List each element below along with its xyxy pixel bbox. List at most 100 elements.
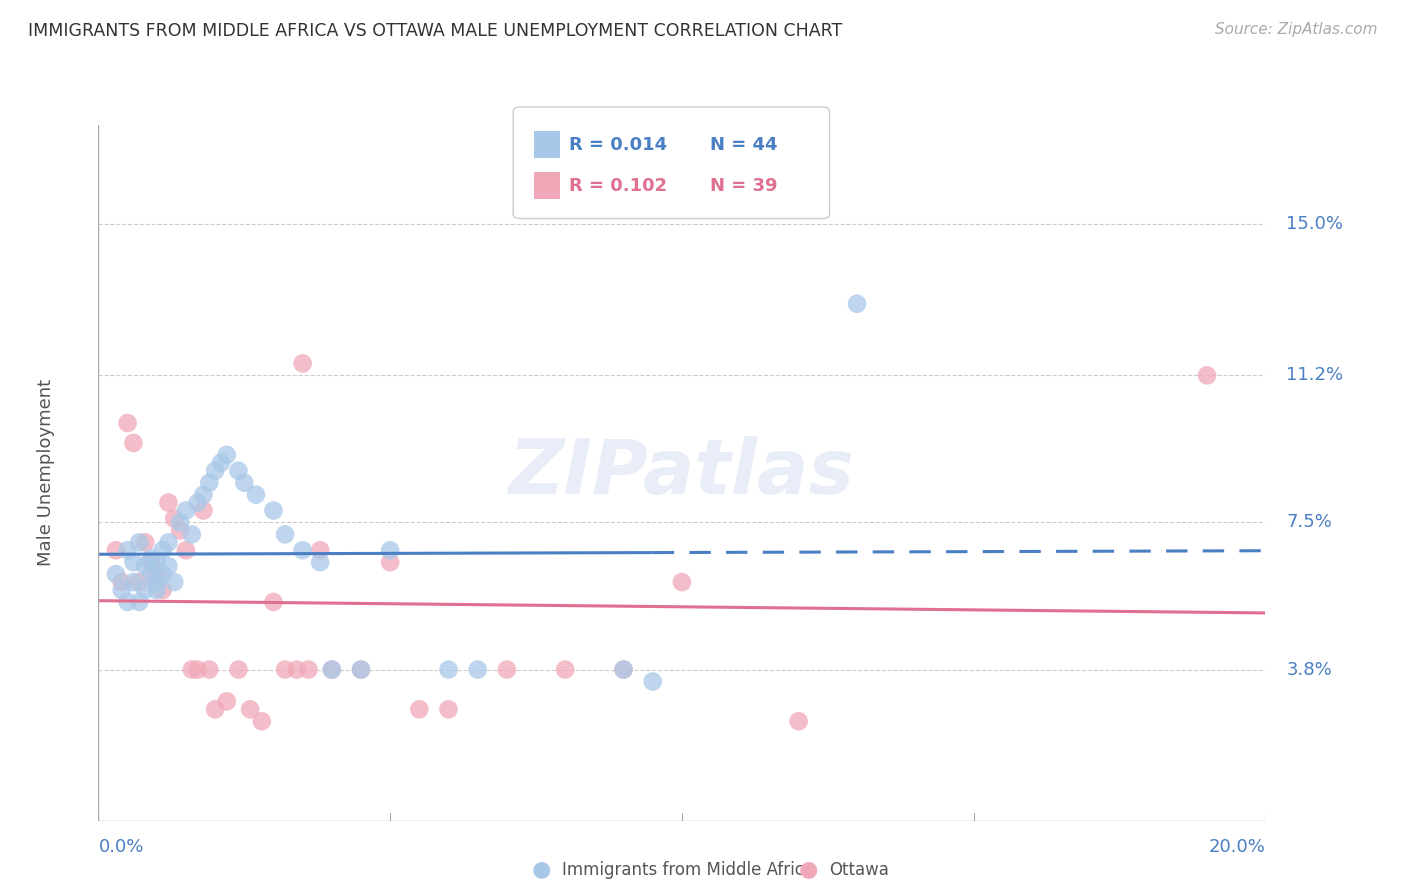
Point (163, 575, 186, 590)
Point (467, 663, 489, 677)
Point (274, 663, 297, 677)
Point (437, 702, 460, 716)
Text: N = 44: N = 44 (710, 136, 778, 153)
Point (285, 663, 308, 677)
Point (193, 488, 215, 502)
Point (291, 543, 314, 558)
Text: R = 0.014: R = 0.014 (569, 136, 668, 153)
Text: Source: ZipAtlas.com: Source: ZipAtlas.com (1215, 22, 1378, 37)
Point (152, 582, 174, 597)
Point (671, 575, 693, 590)
Point (134, 559, 156, 574)
Point (297, 663, 319, 677)
Point (321, 663, 343, 677)
Point (111, 582, 134, 597)
Point (612, 663, 634, 677)
Point (122, 555, 145, 569)
Text: Immigrants from Middle Africa: Immigrants from Middle Africa (562, 861, 814, 879)
Point (250, 714, 273, 729)
Point (495, 663, 517, 677)
Point (291, 356, 314, 370)
Point (146, 575, 169, 590)
Point (350, 663, 373, 677)
Text: ●: ● (531, 860, 551, 880)
Point (408, 702, 430, 716)
Point (174, 503, 197, 517)
Point (309, 543, 332, 558)
Point (157, 559, 180, 574)
Point (262, 503, 284, 517)
Point (198, 663, 221, 677)
Point (152, 567, 174, 582)
Text: 3.8%: 3.8% (1286, 661, 1333, 679)
Point (245, 488, 267, 502)
Point (117, 543, 139, 558)
Point (1195, 368, 1218, 383)
Point (204, 464, 226, 478)
Text: 11.2%: 11.2% (1286, 367, 1344, 384)
Text: 0.0%: 0.0% (98, 838, 143, 856)
Text: ZIPatlas: ZIPatlas (509, 436, 855, 509)
Point (122, 436, 145, 450)
Point (134, 535, 156, 549)
Point (157, 535, 180, 549)
Point (128, 595, 150, 609)
Point (139, 555, 162, 569)
Point (787, 714, 810, 729)
Point (104, 543, 127, 558)
Point (174, 543, 197, 558)
Text: IMMIGRANTS FROM MIDDLE AFRICA VS OTTAWA MALE UNEMPLOYMENT CORRELATION CHART: IMMIGRANTS FROM MIDDLE AFRICA VS OTTAWA … (28, 22, 842, 40)
Point (228, 663, 250, 677)
Text: 15.0%: 15.0% (1286, 215, 1344, 234)
Point (215, 448, 238, 462)
Point (128, 535, 150, 549)
Point (104, 567, 127, 582)
Point (180, 663, 202, 677)
Point (309, 555, 332, 569)
Point (274, 527, 297, 541)
Text: N = 39: N = 39 (710, 177, 778, 194)
Point (146, 582, 169, 597)
Point (152, 543, 174, 558)
Point (350, 663, 373, 677)
Point (187, 663, 209, 677)
Point (321, 663, 343, 677)
Point (122, 575, 145, 590)
Point (169, 524, 191, 538)
Point (134, 582, 156, 597)
Text: Ottawa: Ottawa (830, 861, 890, 879)
Point (193, 503, 215, 517)
Text: Male Unemployment: Male Unemployment (37, 379, 55, 566)
Text: R = 0.102: R = 0.102 (569, 177, 668, 194)
Text: ●: ● (799, 860, 818, 880)
Point (378, 543, 402, 558)
Point (163, 511, 186, 525)
Point (117, 416, 139, 430)
Point (139, 551, 162, 566)
Point (146, 555, 169, 569)
Point (641, 674, 664, 689)
Point (117, 595, 139, 609)
Point (378, 555, 402, 569)
Point (437, 663, 460, 677)
Point (157, 495, 180, 509)
Point (228, 464, 250, 478)
Point (845, 297, 868, 311)
Point (209, 456, 232, 470)
Point (169, 516, 191, 530)
Point (111, 575, 134, 590)
Point (262, 595, 284, 609)
Point (239, 702, 262, 716)
Point (180, 527, 202, 541)
Point (233, 475, 256, 490)
Text: 20.0%: 20.0% (1209, 838, 1265, 856)
Point (215, 694, 238, 708)
Point (198, 475, 221, 490)
Point (554, 663, 576, 677)
Point (612, 663, 634, 677)
Point (204, 702, 226, 716)
Point (187, 495, 209, 509)
Point (146, 567, 169, 582)
Point (128, 575, 150, 590)
Point (139, 567, 162, 582)
